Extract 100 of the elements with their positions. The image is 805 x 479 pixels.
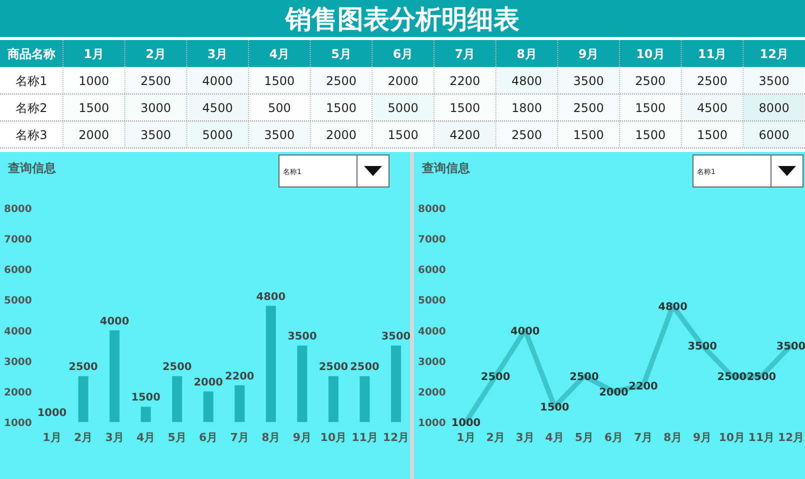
data-label: 4800 xyxy=(256,290,286,303)
data-label: 4500 xyxy=(696,101,728,115)
x-tick-label: 12月 xyxy=(760,47,788,61)
data-label: 2500 xyxy=(140,74,172,88)
data-label: 2500 xyxy=(696,74,728,88)
y-tick-label: 4000 xyxy=(418,326,446,338)
x-tick-label: 11月 xyxy=(748,431,775,444)
x-tick-label: 6月 xyxy=(199,431,218,444)
y-tick-label: 2000 xyxy=(418,387,446,398)
data-label: 2000 xyxy=(388,74,418,88)
data-label: 3000 xyxy=(140,101,172,115)
x-tick-label: 6月 xyxy=(604,431,624,444)
x-tick-label: 11月 xyxy=(698,47,727,61)
x-tick-label: 10月 xyxy=(636,47,665,61)
x-tick-label: 3月 xyxy=(516,431,534,444)
x-tick-label: 5月 xyxy=(168,431,186,444)
y-tick-label: 7000 xyxy=(4,234,32,246)
x-tick-label: 8月 xyxy=(516,47,537,61)
data-label: 1500 xyxy=(78,101,110,115)
x-tick-label: 7月 xyxy=(454,47,476,61)
x-tick-label: 10月 xyxy=(718,431,746,444)
data-label: 3500 xyxy=(288,330,317,343)
data-label: 1000 xyxy=(451,417,481,429)
x-tick-label: 9月 xyxy=(693,431,712,444)
data-label: 2500 xyxy=(570,371,599,384)
x-tick-label: 1月 xyxy=(42,431,62,444)
data-label: 500 xyxy=(268,101,291,115)
x-tick-label: 4月 xyxy=(545,431,564,444)
data-label: 4800 xyxy=(658,300,688,313)
x-tick-label: 12月 xyxy=(778,431,804,444)
data-label: 4000 xyxy=(100,315,130,328)
data-label: 3500 xyxy=(573,74,604,88)
y-axis-title: 商品名称 xyxy=(6,47,56,61)
data-label: 1500 xyxy=(635,101,666,115)
y-tick-label: 8000 xyxy=(4,204,32,215)
x-tick-label: 2月 xyxy=(74,431,93,444)
data-label: 3500 xyxy=(381,330,411,343)
x-tick-label: 1月 xyxy=(84,47,104,61)
data-label: 5000 xyxy=(388,101,418,115)
data-label: 1500 xyxy=(540,402,570,414)
y-tick-label: 7000 xyxy=(418,234,446,246)
x-tick-label: 8月 xyxy=(663,431,682,444)
data-label: 2000 xyxy=(599,386,628,398)
y-tick-label: 1000 xyxy=(4,418,32,429)
data-label: 3500 xyxy=(688,340,717,353)
y-tick-label: 3000 xyxy=(418,356,446,368)
x-tick-label: 10月 xyxy=(320,431,347,444)
data-label: 1500 xyxy=(573,128,604,142)
x-tick-label: 7月 xyxy=(634,431,653,444)
data-label: 6000 xyxy=(758,128,790,142)
x-tick-label: 9月 xyxy=(578,47,599,61)
chart-title: 销售图表分析明细表 xyxy=(284,5,520,35)
x-tick-label: 2月 xyxy=(486,431,505,444)
data-label: 2500 xyxy=(511,128,542,142)
x-tick-label: 5月 xyxy=(574,431,594,444)
data-label: 2000 xyxy=(326,128,357,142)
x-tick-label: 2月 xyxy=(146,47,166,61)
x-tick-label: 4月 xyxy=(269,47,290,61)
data-label: 2500 xyxy=(635,74,666,88)
data-label: 1500 xyxy=(131,392,160,404)
y-tick-label: 5000 xyxy=(418,296,446,307)
data-label: 2500 xyxy=(717,371,747,384)
x-tick-label: 12月 xyxy=(382,431,410,444)
data-label: 2200 xyxy=(450,74,480,88)
data-label: 2200 xyxy=(628,380,658,392)
data-label: 2500 xyxy=(326,74,357,88)
data-label: 2500 xyxy=(318,361,348,374)
data-label: 3500 xyxy=(264,128,295,142)
data-label: 4800 xyxy=(511,74,542,88)
data-label: 1500 xyxy=(450,101,480,115)
data-label: 2000 xyxy=(78,128,110,142)
data-label: 1500 xyxy=(635,128,666,142)
y-tick-label: 8000 xyxy=(418,204,446,215)
data-label: 4000 xyxy=(510,325,540,338)
data-label: 2500 xyxy=(480,371,510,384)
x-tick-label: 6月 xyxy=(392,47,414,61)
x-tick-label: 7月 xyxy=(230,431,249,444)
y-tick-label: 名称1 xyxy=(16,74,48,88)
data-label: 2500 xyxy=(350,361,380,374)
chart-title: 查询信息 xyxy=(7,161,57,175)
data-label: 8000 xyxy=(758,101,790,115)
data-label: 2500 xyxy=(573,101,604,115)
data-label: 2500 xyxy=(68,361,98,374)
data-label: 3500 xyxy=(758,74,790,88)
y-tick-label: 6000 xyxy=(4,265,32,276)
y-tick-label: 名称3 xyxy=(16,128,48,142)
data-label: 5000 xyxy=(202,128,233,142)
data-label: 1500 xyxy=(326,101,357,115)
data-label: 2500 xyxy=(162,361,192,374)
x-tick-label: 11月 xyxy=(352,431,378,444)
data-label: 2500 xyxy=(746,371,776,384)
data-label: 4000 xyxy=(202,74,233,88)
y-tick-label: 6000 xyxy=(418,265,446,276)
data-label: 3500 xyxy=(776,340,805,353)
data-label: 4200 xyxy=(450,128,480,142)
x-tick-label: 5月 xyxy=(331,47,352,61)
chart-title: 查询信息 xyxy=(421,161,471,175)
data-label: 2200 xyxy=(225,370,254,382)
y-tick-label: 5000 xyxy=(4,296,32,307)
data-label: 2000 xyxy=(194,376,223,388)
